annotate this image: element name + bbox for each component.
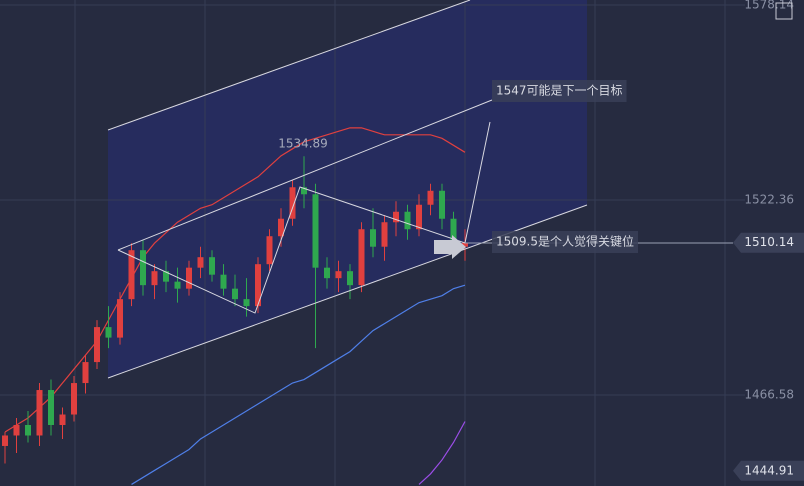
candle-body: [370, 229, 376, 247]
candle-body: [48, 390, 54, 425]
candle-body: [243, 299, 250, 307]
candle-body: [393, 211, 399, 223]
candle-body: [25, 424, 31, 436]
candle-body: [404, 211, 411, 230]
candle-body: [450, 218, 457, 247]
candle-body: [381, 222, 388, 247]
candle-body: [462, 242, 468, 247]
ma-line: [418, 421, 466, 485]
candle-body: [13, 424, 20, 436]
channel-shade: [108, 0, 587, 378]
price-tag: [733, 232, 804, 253]
candle-body: [289, 187, 296, 219]
annotation: 1509.5是个人觉得关键位: [496, 234, 634, 249]
candle-body: [324, 267, 330, 279]
candle-body: [186, 267, 192, 289]
annotation-box: [492, 80, 627, 102]
candle-body: [105, 327, 112, 338]
candle-body: [2, 435, 8, 446]
candle-body: [427, 190, 434, 205]
annotation-box: [492, 231, 638, 253]
y-tick-label: 1522.36: [744, 193, 794, 207]
candle-body: [59, 414, 66, 425]
candle-body: [209, 257, 215, 275]
candle-body: [312, 194, 319, 268]
candle-body: [220, 274, 227, 289]
peak-label: 1534.89: [278, 137, 328, 151]
candle-body: [278, 218, 284, 237]
candle-body: [71, 383, 77, 415]
candle-body: [301, 187, 307, 195]
price-tag: [733, 460, 804, 481]
candle-body: [174, 281, 181, 289]
annotation: 1547可能是下一个目标: [496, 84, 623, 98]
candle-body: [439, 190, 445, 219]
candle-body: [358, 229, 365, 286]
candle-body: [163, 271, 169, 282]
menu-icon[interactable]: [775, 2, 793, 20]
candle-body: [347, 271, 353, 286]
candle-body: [151, 271, 158, 286]
ma-line: [131, 284, 466, 485]
candle-body: [416, 204, 422, 230]
candle-body: [128, 250, 135, 300]
candle-body: [82, 362, 89, 384]
y-tick-label: 1578.14: [744, 0, 794, 11]
drawings: [107, 0, 588, 379]
price-tag-label: 1510.14: [744, 235, 794, 249]
candle-body: [140, 250, 146, 286]
ma-line: [4, 127, 466, 433]
candle-body: [266, 236, 273, 265]
candle-body: [232, 288, 238, 300]
arrow-icon: [434, 235, 466, 259]
price-tag-label: 1444.91: [744, 463, 794, 477]
y-tick-label: 1466.58: [744, 388, 794, 402]
candle-body: [36, 390, 43, 436]
candle-body: [335, 271, 342, 279]
candle-body: [94, 327, 100, 363]
candle-body: [255, 264, 261, 307]
candle-body: [117, 299, 123, 338]
candle-body: [197, 257, 204, 268]
